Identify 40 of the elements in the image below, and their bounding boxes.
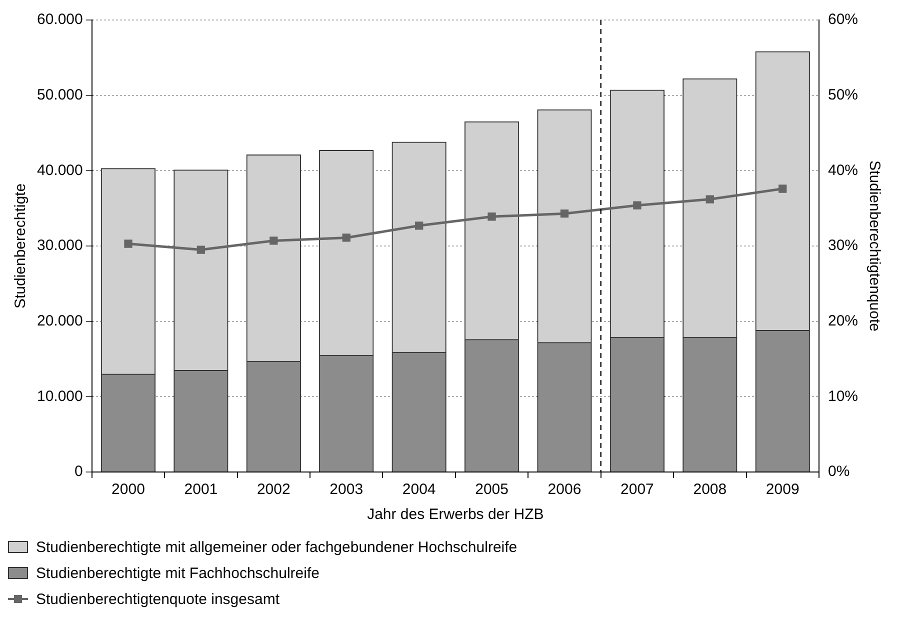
point: [270, 236, 278, 245]
point: [778, 184, 787, 193]
point: [560, 210, 569, 218]
point: [633, 201, 642, 210]
point: [488, 212, 496, 221]
x-tick-label: 2008: [693, 481, 727, 498]
y2-tick-label: 40%: [828, 162, 858, 179]
y-tick-label: 20.000: [36, 312, 83, 330]
x-tick-label: 2004: [402, 481, 436, 498]
x-tick-label: 2005: [475, 481, 508, 498]
y2-tick-label: 10%: [828, 388, 858, 405]
point: [196, 246, 206, 254]
y2-tick-label: 20%: [828, 312, 858, 330]
x-axis-title: Jahr des Erwerbs der HZB: [367, 506, 544, 524]
x-tick-label: 2007: [620, 481, 654, 498]
x-tick-label: 2006: [548, 481, 582, 498]
x-tick-label: 2001: [184, 481, 218, 498]
y-tick-label: 30.000: [36, 237, 83, 254]
legend-label: Studienberechtigtenquote insgesamt: [36, 590, 280, 608]
x-tick-label: 2003: [330, 481, 364, 498]
point: [706, 195, 714, 204]
x-tick-label: 2002: [256, 481, 290, 498]
y-axis-title: Studienberechtigte: [12, 183, 30, 309]
y-tick-label: 50.000: [36, 86, 83, 104]
legend-label: Studienberechtigte mit Fachhochschulreife: [36, 564, 320, 582]
y-tick-label: 10.000: [36, 388, 83, 405]
x-tick-label: 2000: [112, 481, 145, 498]
x-tick-label: 2009: [766, 481, 800, 498]
y-tick-label: 60.000: [36, 11, 83, 28]
y2-tick-label: 0%: [828, 463, 850, 480]
point: [414, 222, 424, 230]
y2-tick-label: 50%: [828, 86, 858, 104]
legend-label: Studienberechtigte mit allgemeiner oder fachgebundener Hochschulreife: [36, 538, 518, 556]
y2-tick-label: 30%: [828, 237, 858, 254]
y-tick-label: 0: [74, 463, 83, 480]
y2-axis-title: Studienberechtigtenquote: [866, 160, 883, 332]
y2-tick-label: 60%: [828, 11, 858, 28]
point: [124, 240, 132, 248]
point: [342, 234, 350, 242]
y-tick-label: 40.000: [36, 162, 83, 179]
